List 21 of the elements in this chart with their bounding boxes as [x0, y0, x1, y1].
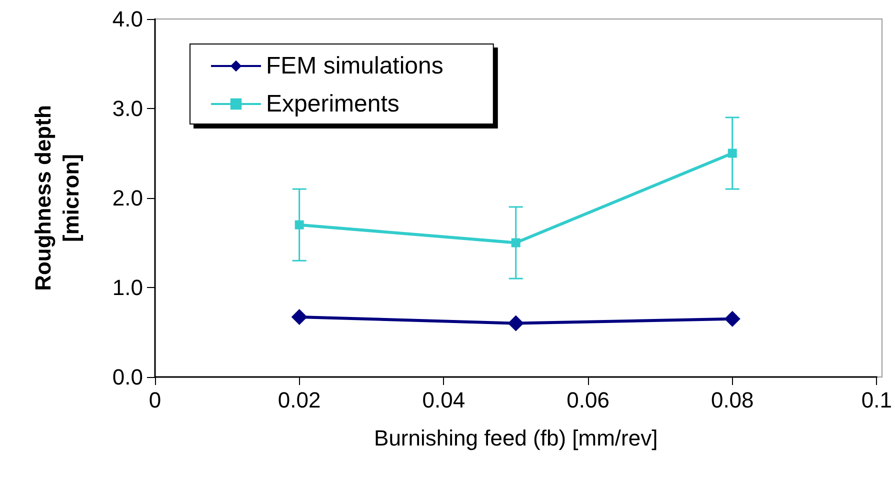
x-tick-label: 0.06	[566, 388, 610, 412]
y-tick-label: 3.0	[112, 96, 143, 121]
x-tick-label: 0.04	[422, 388, 466, 412]
point	[294, 220, 304, 230]
x-tick-label: 0.1	[861, 388, 892, 412]
point	[511, 238, 520, 248]
point	[728, 148, 737, 158]
x-tick-label: 0.08	[710, 388, 754, 412]
legend-label: FEM simulations	[266, 52, 444, 80]
y-tick-label: 1.0	[112, 275, 143, 300]
x-axis-title: Burnishing feed (fb) [mm/rev]	[374, 426, 658, 450]
point	[291, 309, 308, 326]
y-tick-label: 2.0	[112, 186, 143, 210]
x-tick-label: 0.02	[278, 388, 321, 412]
x-tick-label: 0	[148, 388, 162, 412]
point	[724, 310, 740, 327]
y-axis-title: Roughness depth [micron]	[30, 105, 84, 291]
y-tick-label: 4.0	[112, 6, 143, 32]
point	[508, 315, 524, 332]
y-tick-label: 0.0	[112, 364, 143, 390]
legend-label: Experiments	[266, 90, 400, 118]
